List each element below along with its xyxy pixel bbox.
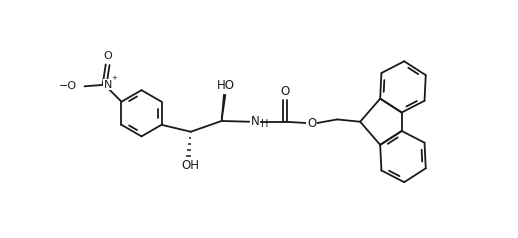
- Text: +: +: [111, 75, 117, 81]
- Text: OH: OH: [181, 159, 199, 172]
- Text: N: N: [104, 80, 112, 90]
- Text: O: O: [103, 51, 112, 61]
- Text: H: H: [261, 119, 269, 129]
- Text: HO: HO: [217, 79, 235, 92]
- Polygon shape: [222, 95, 225, 121]
- Text: O: O: [280, 85, 290, 98]
- Text: N: N: [251, 115, 260, 128]
- Text: −O: −O: [59, 81, 77, 91]
- Text: O: O: [307, 117, 316, 130]
